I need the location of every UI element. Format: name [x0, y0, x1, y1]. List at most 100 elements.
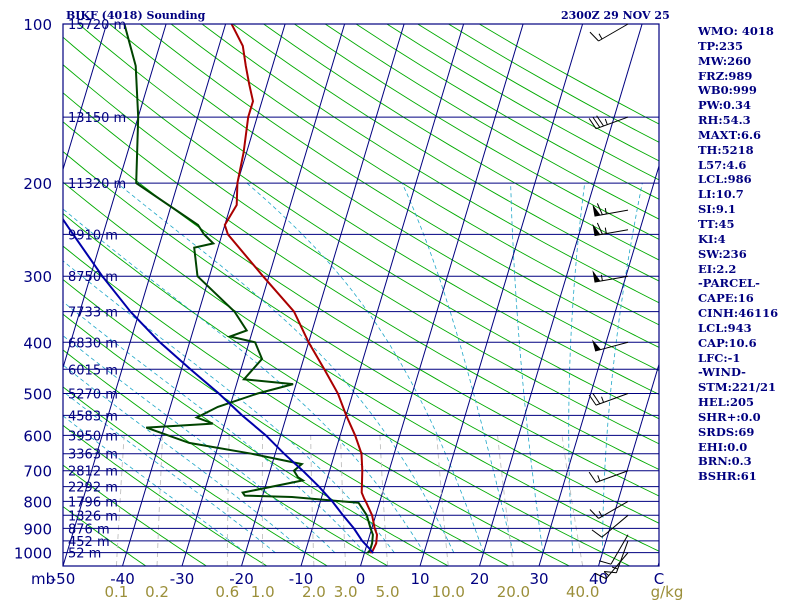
index-item: STM:221/21 — [698, 380, 777, 395]
barb-half — [604, 227, 607, 234]
temperature-tick-label: -20 — [229, 570, 254, 588]
index-item: LI:10.7 — [698, 187, 744, 202]
height-label: 8750 m — [68, 270, 118, 285]
barb-half — [603, 571, 610, 576]
wind-barb — [588, 393, 629, 406]
mixing-ratio-line — [226, 435, 230, 566]
barb-full — [594, 572, 607, 580]
barb-full — [596, 203, 603, 215]
dry-adiabat — [78, 24, 659, 395]
barb-staff — [594, 275, 629, 283]
wind-barb — [592, 203, 629, 217]
mixing-ratio-tick-label: 20.0 — [497, 583, 530, 600]
mixing-ratio-tick-label: 2.0 — [302, 583, 326, 600]
index-item: LCL:943 — [698, 320, 752, 335]
index-item: L57:4.6 — [698, 157, 747, 172]
wind-barb — [594, 552, 629, 580]
temperature-tick-label: 40 — [589, 570, 608, 588]
mixing-ratio-tick-label: 10.0 — [432, 583, 465, 600]
mixing-ratio-tick-label: 1.0 — [251, 583, 275, 600]
temperature-curve — [223, 24, 379, 554]
isotherm — [300, 24, 465, 566]
indices-panel: WMO: 4018 TP:235 MW:260 FRZ:989 WB0:999 PW:0.… — [698, 24, 798, 484]
mixing-ratio-line — [379, 435, 389, 566]
index-item: LCL:986 — [698, 172, 752, 187]
barb-staff — [594, 209, 629, 217]
index-item: SRDS:69 — [698, 424, 755, 439]
barb-flag — [592, 204, 601, 217]
barb-staff — [615, 540, 629, 573]
barb-full — [589, 509, 599, 519]
mixing-ratio-tick-label: 0.6 — [215, 583, 239, 600]
moist-adiabat — [510, 183, 544, 553]
wind-barb — [592, 222, 629, 237]
height-label: 11320 m — [68, 177, 126, 192]
index-item: LFC:-1 — [698, 350, 741, 365]
isotherm — [360, 24, 524, 566]
index-item: CAPE:16 — [698, 291, 754, 306]
pressure-tick-label: 900 — [23, 520, 52, 538]
height-label: 1796 m — [68, 495, 118, 510]
wind-barb — [588, 470, 629, 483]
barb-staff — [598, 23, 629, 42]
barb-staff — [610, 534, 629, 565]
barb-full — [591, 529, 603, 538]
wind-barb — [588, 115, 629, 130]
temperature-tick-label: 20 — [470, 570, 489, 588]
temperature-tick-label: -30 — [170, 570, 195, 588]
barb-half — [598, 510, 603, 517]
barb-full — [598, 560, 612, 565]
moist-adiabat — [602, 183, 643, 553]
dewpoint-curve — [123, 24, 374, 554]
temperature-tick-label: -10 — [289, 570, 314, 588]
pressure-tick-label: 500 — [23, 385, 52, 403]
barb-full — [589, 31, 599, 42]
index-item: SW:236 — [698, 246, 747, 261]
barb-half — [604, 118, 608, 125]
wind-barb — [589, 500, 629, 519]
index-item: KI:4 — [698, 231, 726, 246]
mixing-ratio-line — [497, 435, 514, 566]
mixing-ratio-line — [115, 435, 125, 566]
index-item: HEL:205 — [698, 395, 754, 410]
index-item: EHI:0.0 — [698, 439, 748, 454]
background-grid — [63, 24, 659, 566]
height-label: 452 m — [68, 535, 110, 550]
index-item: WB0:999 — [698, 83, 757, 98]
barb-staff — [601, 514, 629, 538]
height-label: 3363 m — [68, 448, 118, 463]
barb-half — [600, 274, 603, 281]
pressure-tick-label: 1000 — [14, 545, 52, 563]
barb-full — [592, 393, 601, 405]
dry-adiabat — [63, 64, 659, 445]
mixing-ratio-tick-label: 40.0 — [566, 583, 599, 600]
barb-staff — [595, 116, 629, 130]
barb-half — [598, 33, 603, 40]
dry-adiabat — [232, 24, 659, 282]
isotherm — [63, 24, 167, 370]
height-label: 2812 m — [68, 465, 118, 480]
barb-half — [601, 396, 605, 403]
mixing-ratio-line — [561, 435, 584, 566]
isotherm — [122, 24, 286, 566]
height-label: 1326 m — [68, 509, 118, 524]
moist-adiabat — [63, 301, 365, 553]
wind-barbs — [588, 23, 629, 580]
barb-staff — [598, 500, 629, 519]
barb-full — [588, 394, 597, 406]
pressure-tick-label: 700 — [23, 463, 52, 481]
temperature-tick-label: C — [654, 570, 664, 588]
wind-barb — [589, 23, 629, 42]
isotherm — [63, 24, 227, 566]
height-label: 7733 m — [68, 306, 118, 321]
isotherm — [479, 24, 643, 566]
mixing-ratio-line — [156, 435, 164, 566]
isotherm — [598, 362, 659, 566]
height-label: 13150 m — [68, 111, 126, 126]
index-item: MW:260 — [698, 53, 752, 68]
barb-flag — [592, 270, 601, 283]
mixing-ratio-line — [340, 435, 347, 566]
mixing-ratio-tick-label: 3.0 — [334, 583, 358, 600]
isotherm — [241, 24, 405, 566]
barb-staff — [595, 393, 629, 406]
